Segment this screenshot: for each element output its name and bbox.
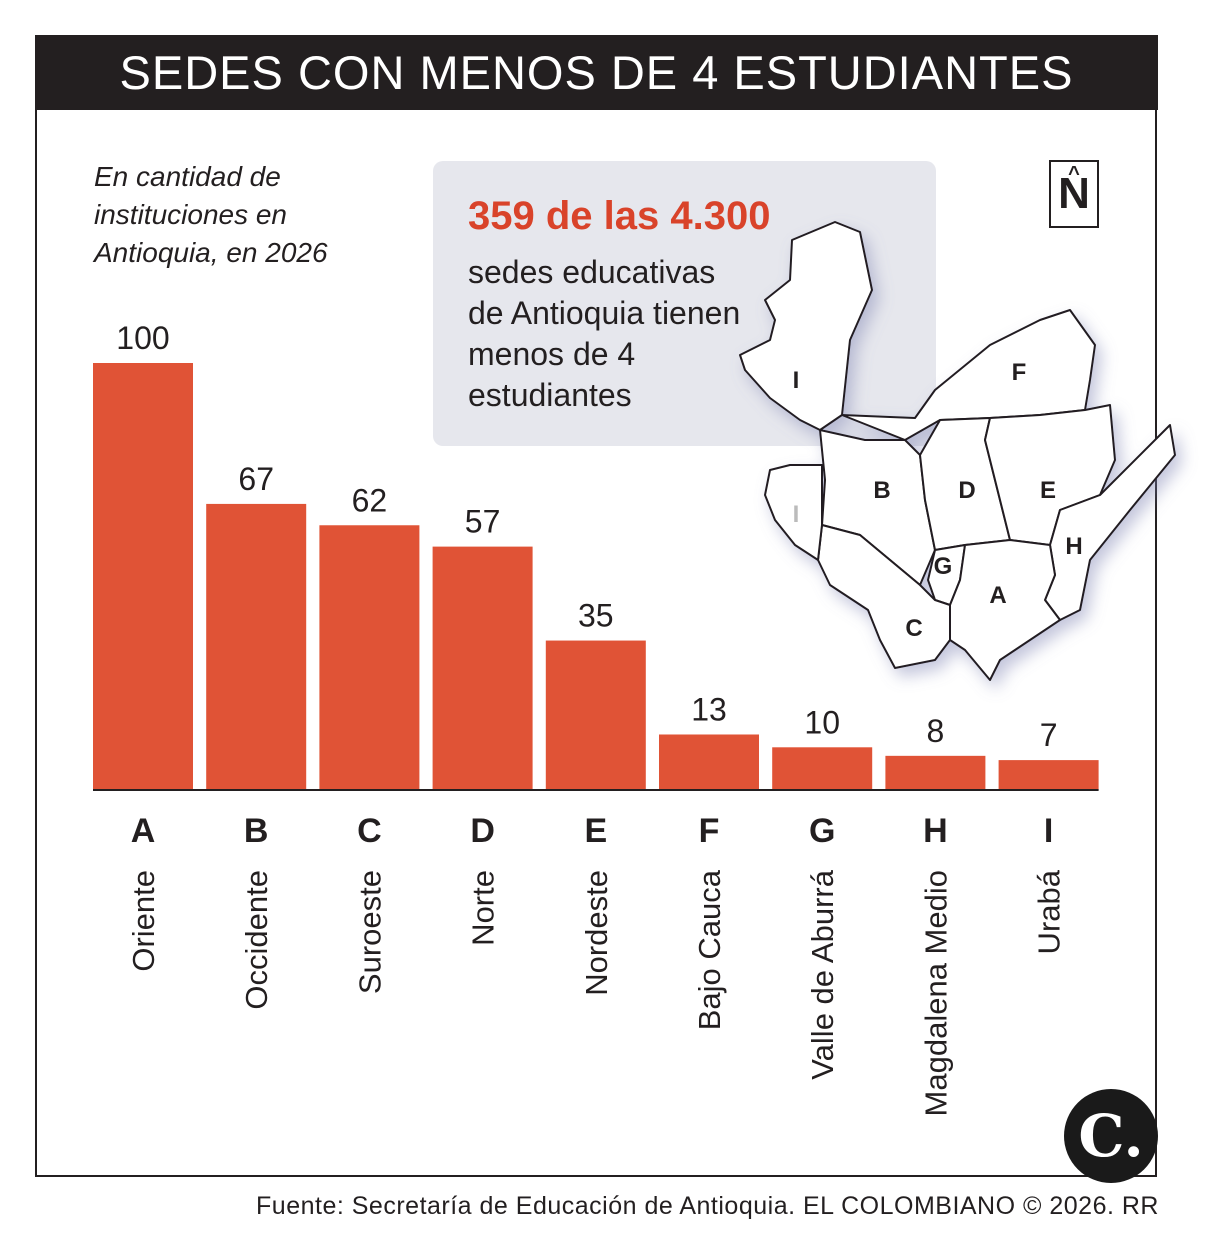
bar-E: [545, 640, 646, 790]
category-letter-I: I: [1044, 812, 1053, 850]
category-name-I: Urabá: [1032, 869, 1067, 954]
category-name-C: Suroeste: [352, 870, 387, 994]
category-name-H: Magdalena Medio: [918, 870, 953, 1116]
category-letter-G: G: [809, 812, 835, 850]
category-letter-E: E: [584, 812, 607, 850]
value-label-A: 100: [116, 320, 169, 356]
value-label-H: 8: [927, 713, 945, 749]
north-arrow-icon: ^ N: [1049, 160, 1099, 228]
value-label-D: 57: [465, 504, 501, 540]
el-colombiano-logo: C.: [1064, 1089, 1158, 1183]
callout-headline: 359 de las 4.300: [468, 194, 771, 238]
value-label-B: 67: [238, 461, 274, 497]
bar-I: [998, 760, 1099, 790]
bar-G: [772, 747, 873, 790]
value-label-F: 13: [691, 691, 727, 727]
callout-body: sedes educativas de Antioquia tienen men…: [468, 254, 741, 413]
category-name-F: Bajo Cauca: [692, 869, 727, 1030]
category-letter-B: B: [244, 812, 269, 850]
bar-F: [659, 734, 759, 790]
value-label-I: 7: [1040, 717, 1058, 753]
chart-title: SEDES CON MENOS DE 4 ESTUDIANTES: [35, 35, 1158, 110]
category-letter-A: A: [131, 812, 156, 850]
bar-A: [93, 363, 193, 790]
category-letter-C: C: [357, 812, 382, 850]
bar-C: [319, 525, 420, 790]
bar-H: [885, 755, 986, 790]
category-name-B: Occidente: [239, 870, 274, 1010]
source-note: Fuente: Secretaría de Educación de Antio…: [256, 1192, 1159, 1220]
value-label-G: 10: [804, 704, 840, 740]
north-label: N: [1058, 169, 1090, 218]
value-label-E: 35: [578, 598, 614, 634]
north-caret-icon: ^: [1068, 163, 1080, 185]
category-name-A: Oriente: [126, 870, 161, 972]
category-letter-D: D: [470, 812, 495, 850]
bar-D: [432, 546, 533, 790]
category-name-E: Nordeste: [579, 870, 614, 996]
category-name-D: Norte: [466, 870, 501, 946]
bar-B: [206, 503, 307, 790]
category-letter-F: F: [699, 812, 720, 850]
category-letter-H: H: [923, 812, 948, 850]
value-label-C: 62: [352, 482, 388, 518]
chart-subtitle: En cantidad de instituciones en Antioqui…: [94, 161, 328, 268]
category-name-G: Valle de Aburrá: [805, 869, 840, 1079]
